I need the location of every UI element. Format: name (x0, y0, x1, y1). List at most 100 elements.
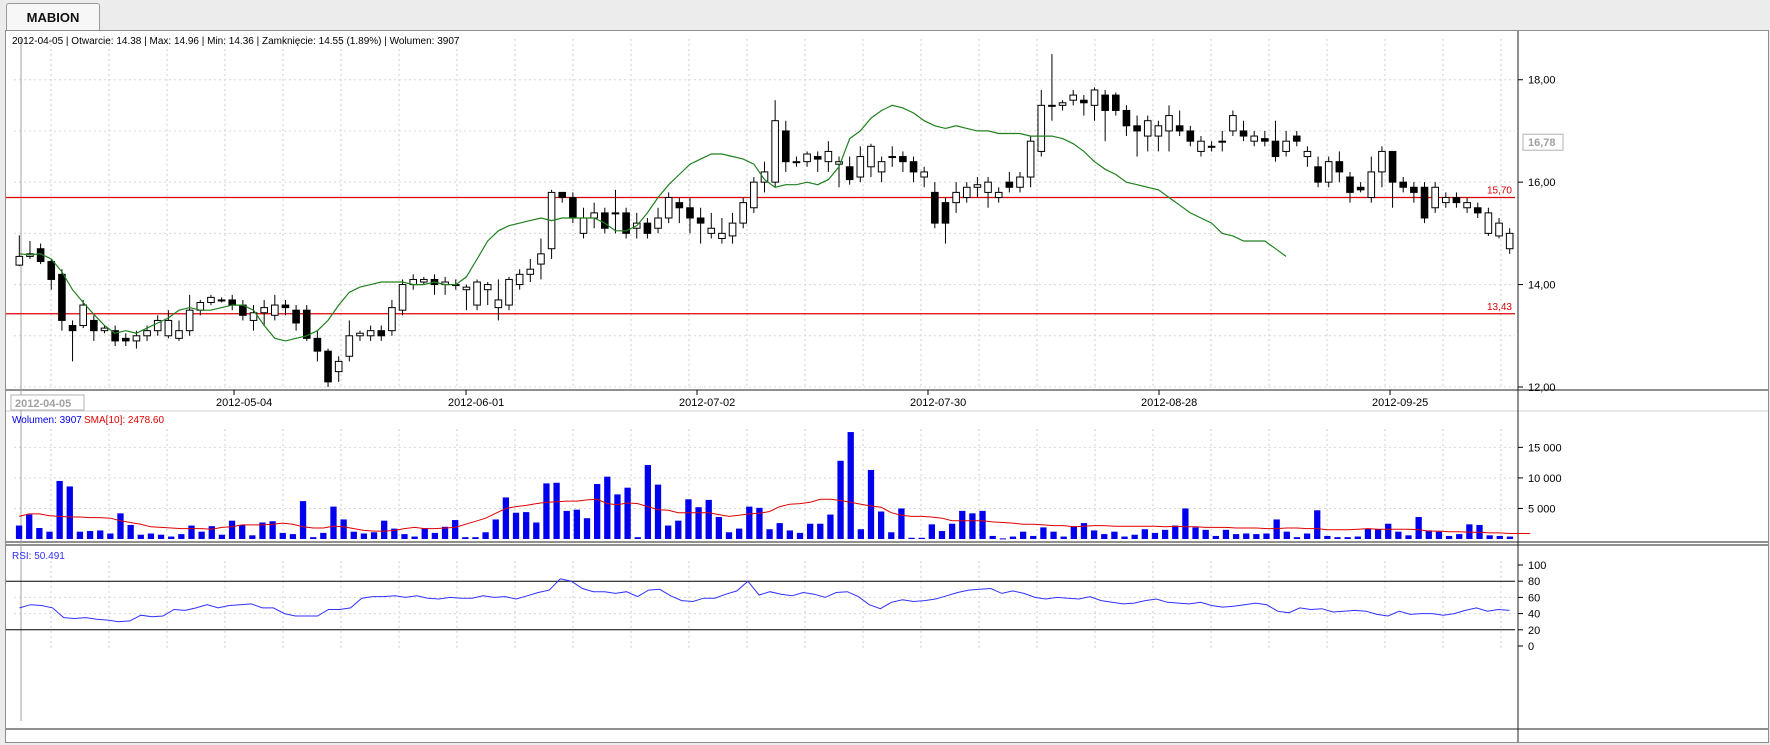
candle[interactable] (1282, 140, 1290, 152)
candle[interactable] (271, 304, 279, 316)
volume-bar[interactable] (421, 528, 428, 539)
candle[interactable] (824, 150, 833, 163)
candle[interactable] (1261, 138, 1269, 142)
candle[interactable] (153, 319, 162, 332)
candle[interactable] (1218, 140, 1227, 143)
volume-bar[interactable] (746, 506, 753, 539)
candle[interactable] (590, 212, 598, 219)
volume-bar[interactable] (867, 469, 875, 539)
candle[interactable] (877, 161, 886, 173)
candle[interactable] (185, 309, 194, 332)
volume-bar[interactable] (1496, 535, 1503, 539)
volume-bar[interactable] (918, 537, 925, 539)
candle[interactable] (1111, 94, 1120, 111)
volume-bar[interactable] (340, 519, 347, 539)
volume-bar[interactable] (948, 523, 956, 539)
volume-bar[interactable] (502, 497, 510, 539)
volume-bar[interactable] (786, 530, 793, 539)
candle[interactable] (68, 325, 77, 332)
volume-bar[interactable] (1090, 530, 1098, 539)
candle[interactable] (1058, 102, 1067, 106)
volume-bar[interactable] (1212, 535, 1219, 539)
volume-bar[interactable] (1222, 529, 1230, 539)
candle[interactable] (1442, 197, 1450, 204)
candle[interactable] (15, 255, 24, 266)
volume-bar[interactable] (1283, 531, 1290, 539)
volume-bar[interactable] (178, 534, 185, 539)
candle[interactable] (1143, 120, 1152, 137)
candle[interactable] (494, 299, 503, 309)
volume-bar[interactable] (796, 532, 804, 539)
volume-bar[interactable] (969, 513, 976, 539)
volume-bar[interactable] (56, 480, 63, 539)
tab-mabion[interactable]: MABION (6, 3, 100, 31)
volume-bar[interactable] (168, 536, 175, 539)
volume-bar[interactable] (1435, 531, 1443, 539)
candle[interactable] (1399, 181, 1408, 188)
volume-bar[interactable] (289, 534, 297, 539)
volume-bar[interactable] (705, 499, 712, 539)
candle[interactable] (1090, 89, 1099, 106)
candle[interactable] (420, 278, 428, 283)
candle[interactable] (1133, 125, 1141, 132)
candle[interactable] (931, 191, 939, 224)
candle[interactable] (207, 296, 215, 303)
volume-bar[interactable] (1445, 535, 1453, 539)
volume-bar[interactable] (695, 507, 702, 539)
candle[interactable] (973, 184, 982, 188)
volume-bar[interactable] (1314, 510, 1321, 539)
volume-bar[interactable] (228, 520, 236, 539)
volume-bar[interactable] (198, 531, 205, 539)
volume-bar[interactable] (523, 512, 530, 539)
volume-bar[interactable] (1456, 534, 1463, 539)
candle[interactable] (1250, 135, 1258, 142)
volume-bar[interactable] (1415, 517, 1422, 539)
candle[interactable] (941, 202, 950, 224)
volume-bar[interactable] (391, 528, 398, 539)
volume-sma-line[interactable] (18, 498, 1531, 534)
volume-bar[interactable] (1131, 534, 1138, 539)
volume-bar[interactable] (107, 533, 114, 540)
candle[interactable] (462, 286, 471, 291)
candle[interactable] (888, 156, 897, 159)
volume-bar[interactable] (97, 530, 104, 539)
candle[interactable] (845, 166, 854, 181)
candle[interactable] (175, 330, 183, 339)
candle[interactable] (707, 227, 716, 234)
candle[interactable] (1473, 207, 1482, 214)
volume-bar[interactable] (665, 525, 672, 539)
candle[interactable] (217, 299, 226, 302)
candle[interactable] (750, 181, 758, 209)
candle[interactable] (334, 360, 343, 373)
volume-bar[interactable] (1405, 535, 1412, 539)
volume-bar[interactable] (766, 529, 773, 539)
sma-line[interactable] (19, 104, 1287, 342)
candle[interactable] (622, 212, 630, 234)
volume-bar[interactable] (533, 522, 540, 540)
candle[interactable] (1420, 186, 1429, 219)
candle[interactable] (111, 330, 119, 342)
volume-bar[interactable] (1486, 535, 1493, 539)
volume-bar[interactable] (431, 532, 439, 539)
candle[interactable] (1165, 115, 1173, 132)
candle[interactable] (143, 330, 151, 337)
candle[interactable] (1484, 212, 1493, 234)
candle[interactable] (728, 222, 737, 237)
candle[interactable] (356, 332, 364, 337)
volume-bar[interactable] (1080, 523, 1088, 539)
volume-bar[interactable] (1324, 535, 1331, 539)
candle[interactable] (994, 191, 1003, 199)
volume-bar[interactable] (310, 537, 317, 539)
candle[interactable] (962, 186, 971, 199)
candle[interactable] (324, 350, 332, 383)
volume-bar[interactable] (512, 512, 520, 539)
volume-bar[interactable] (1334, 537, 1341, 539)
rsi-line[interactable] (19, 578, 1510, 623)
candle[interactable] (302, 309, 311, 339)
candle[interactable] (1505, 232, 1514, 250)
volume-bar[interactable] (1009, 536, 1017, 539)
volume-bar[interactable] (330, 506, 337, 539)
volume-bar[interactable] (76, 531, 84, 539)
candle[interactable] (121, 337, 130, 342)
candle[interactable] (483, 284, 492, 291)
